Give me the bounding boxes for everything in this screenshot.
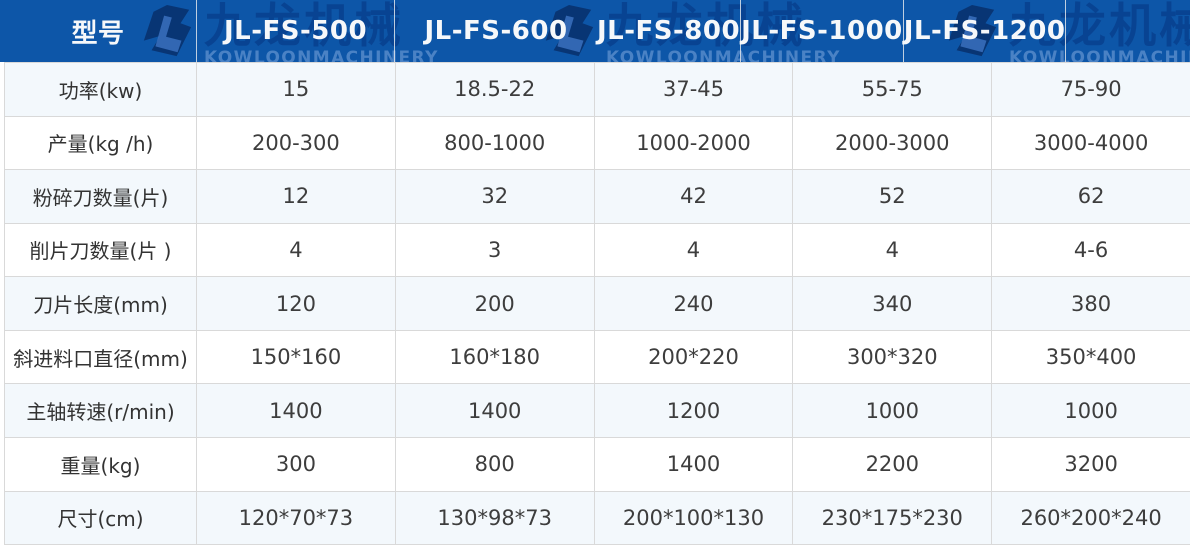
spec-value-cell: 4 — [595, 223, 794, 277]
table-row: 刀片长度(mm) 120 200 240 340 380 — [5, 277, 1190, 331]
header-cell-jl-fs-500: JL-FS-500 — [197, 0, 395, 62]
spec-value-cell: 300*320 — [793, 330, 993, 384]
spec-value-cell: 130*98*73 — [396, 491, 595, 545]
spec-value-cell: 260*200*240 — [1020, 505, 1162, 530]
spec-value-cell: 12 — [197, 170, 396, 223]
spec-value-cell: 42 — [595, 170, 794, 223]
spec-value-cell: 1000 — [1064, 398, 1118, 423]
spec-value-cell: 3 — [396, 223, 595, 277]
spec-value-cell: 120*70*73 — [197, 491, 396, 545]
spec-value-cell: 200-300 — [197, 116, 396, 170]
spec-value-cell: 1400 — [197, 384, 396, 437]
row-label: 功率(kw) — [5, 63, 197, 116]
spec-value-cell: 800 — [396, 437, 595, 491]
spec-value-cell: 1400 — [396, 384, 595, 437]
spec-value-cell: 340 — [793, 277, 993, 330]
spec-value-cell: 160*180 — [396, 330, 595, 384]
row-label: 削片刀数量(片 ) — [5, 223, 197, 277]
spec-value-cell: 55-75 — [793, 63, 993, 116]
spec-value-cell: 4 — [793, 223, 993, 277]
row-label: 刀片长度(mm) — [5, 277, 197, 330]
spec-value-cell: 3000-4000 — [1033, 130, 1149, 155]
spec-value-cell: 1400 — [595, 437, 794, 491]
spec-value-cell: 200 — [396, 277, 595, 330]
spec-value-cell: 52 — [793, 170, 993, 223]
header-cell-jl-fs-1200: JL-FS-1200 — [904, 0, 1067, 62]
spec-value-cell: 350*400 — [1045, 345, 1137, 370]
spec-value-cell: 18.5-22 — [396, 63, 595, 116]
spec-value-cell: 1200 — [595, 384, 794, 437]
spec-value-cell: 200*100*130 — [595, 491, 794, 545]
spec-value-cell: 240 — [595, 277, 794, 330]
table-row: 产量(kg /h) 200-300 800-1000 1000-2000 2000-30… — [5, 116, 1190, 171]
spec-value-cell: 230*175*230 — [793, 491, 993, 545]
spec-value-cell: 380 — [1071, 291, 1112, 316]
header-cell-jl-fs-800: JL-FS-800 — [597, 0, 742, 62]
spec-value-cell: 200*220 — [595, 330, 794, 384]
spec-value-cell: 4-6 — [1073, 237, 1109, 262]
spec-value-cell: 62 — [1077, 184, 1105, 209]
table-row: 主轴转速(r/min) 1400 1400 1200 1000 1000 — [5, 384, 1190, 438]
row-label: 斜进料口直径(mm) — [5, 330, 197, 384]
spec-value-cell: 2000-3000 — [793, 116, 993, 170]
row-label: 主轴转速(r/min) — [5, 384, 197, 437]
header-cell-model-label: 型号 — [0, 0, 197, 62]
spec-value-cell: 150*160 — [197, 330, 396, 384]
spec-value-cell: 32 — [396, 170, 595, 223]
table-row: 斜进料口直径(mm) 150*160 160*180 200*220 300*320 35… — [5, 330, 1190, 385]
spec-value-cell: 300 — [197, 437, 396, 491]
spec-value-cell: 120 — [197, 277, 396, 330]
spec-value-cell: 2200 — [793, 437, 993, 491]
table-row: 功率(kw) 15 18.5-22 37-45 55-75 75-90 — [5, 63, 1190, 117]
spec-value-cell: 3200 — [1064, 452, 1118, 477]
table-row: 粉碎刀数量(片) 12 32 42 52 62 — [5, 170, 1190, 224]
row-label: 粉碎刀数量(片) — [5, 170, 197, 223]
spec-value-cell: 1000 — [793, 384, 993, 437]
table-row: 重量(kg) 300 800 1400 2200 3200 — [5, 437, 1190, 492]
row-label: 重量(kg) — [5, 437, 197, 491]
table-row: 尺寸(cm) 120*70*73 130*98*73 200*100*130 230*1… — [5, 491, 1190, 546]
header-cell-jl-fs-600: JL-FS-600 — [424, 16, 568, 46]
spec-value-cell: 4 — [197, 223, 396, 277]
header-cell-jl-fs-1000: JL-FS-1000 — [741, 0, 904, 62]
spec-value-cell: 800-1000 — [396, 116, 595, 170]
row-label: 产量(kg /h) — [5, 116, 197, 170]
table-body: 功率(kw) 15 18.5-22 37-45 55-75 75-90 产量(kg /h) 2… — [4, 62, 1190, 546]
spec-value-cell: 37-45 — [595, 63, 794, 116]
spec-value-cell: 1000-2000 — [595, 116, 794, 170]
spec-value-cell: 15 — [197, 63, 396, 116]
table-header-row: 九龙机械 KOWLOONMACHINERY 九龙机械 KOWLOONMACHIN… — [0, 0, 1190, 62]
table-row: 削片刀数量(片 ) 4 3 4 4 4-6 — [5, 223, 1190, 278]
row-label: 尺寸(cm) — [5, 491, 197, 545]
spec-value-cell: 75-90 — [1060, 77, 1122, 102]
